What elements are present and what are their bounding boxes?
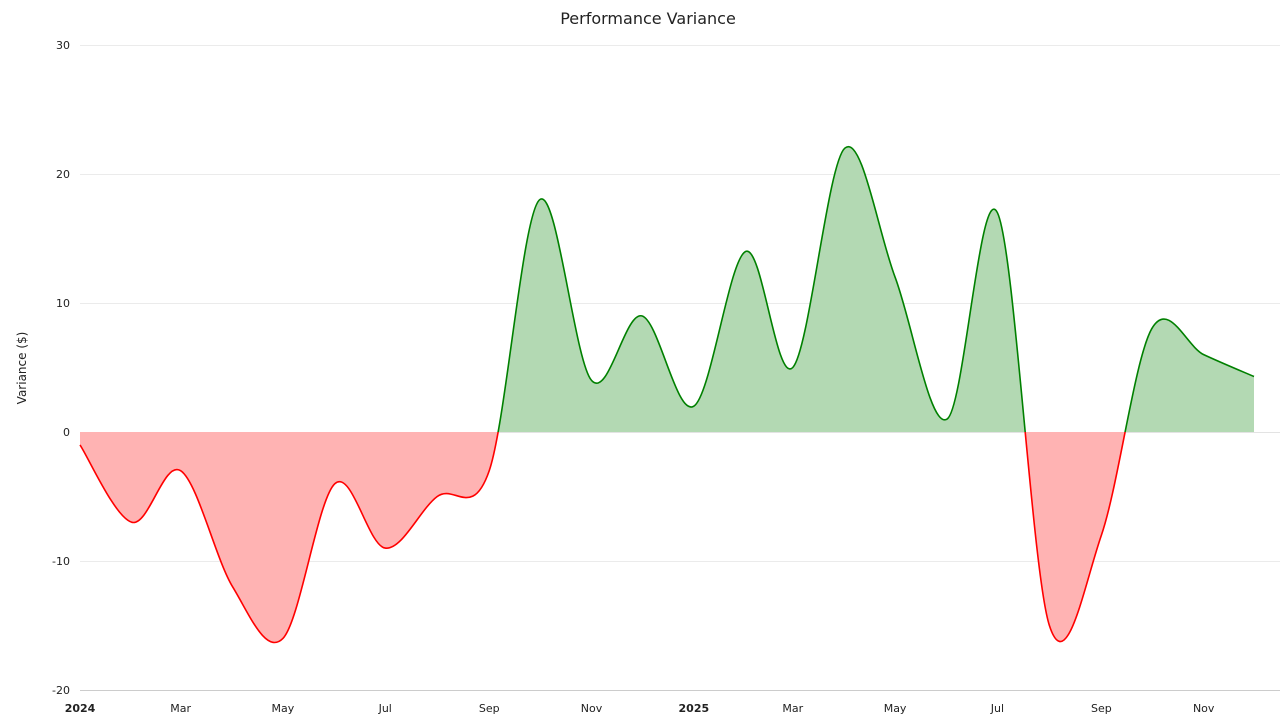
x-tick-label: Mar [170,702,191,715]
x-tick-label: Sep [1091,702,1112,715]
x-tick-label: 2025 [679,702,710,715]
y-tick-label: 20 [56,168,70,181]
x-tick-label: 2024 [65,702,96,715]
x-tick-label: Nov [581,702,603,715]
chart-title: Performance Variance [560,9,736,28]
y-tick-label: -10 [52,555,70,568]
y-axis-label: Variance ($) [15,332,29,405]
x-tick-label: Mar [782,702,803,715]
y-tick-label: -20 [52,684,70,697]
variance-areas [80,146,1254,643]
x-tick-label: Sep [479,702,500,715]
negative-variance-line [79,432,1126,644]
x-tick-label: May [272,702,295,715]
negative-variance-area [80,432,1254,643]
positive-variance-line [497,145,1255,432]
variance-lines [79,145,1255,644]
y-axis-ticks: -20 -10 0 10 20 30 [52,39,70,697]
y-tick-label: 30 [56,39,70,52]
y-tick-label: 10 [56,297,70,310]
positive-variance-area [80,146,1254,432]
x-tick-label: Jul [378,702,392,715]
x-axis-ticks: 2024 Mar May Jul Sep Nov 2025 Mar May Jul Sep Nov [65,702,1215,715]
y-tick-label: 0 [63,426,70,439]
x-tick-label: Nov [1193,702,1215,715]
x-tick-label: May [884,702,907,715]
x-tick-label: Jul [990,702,1004,715]
